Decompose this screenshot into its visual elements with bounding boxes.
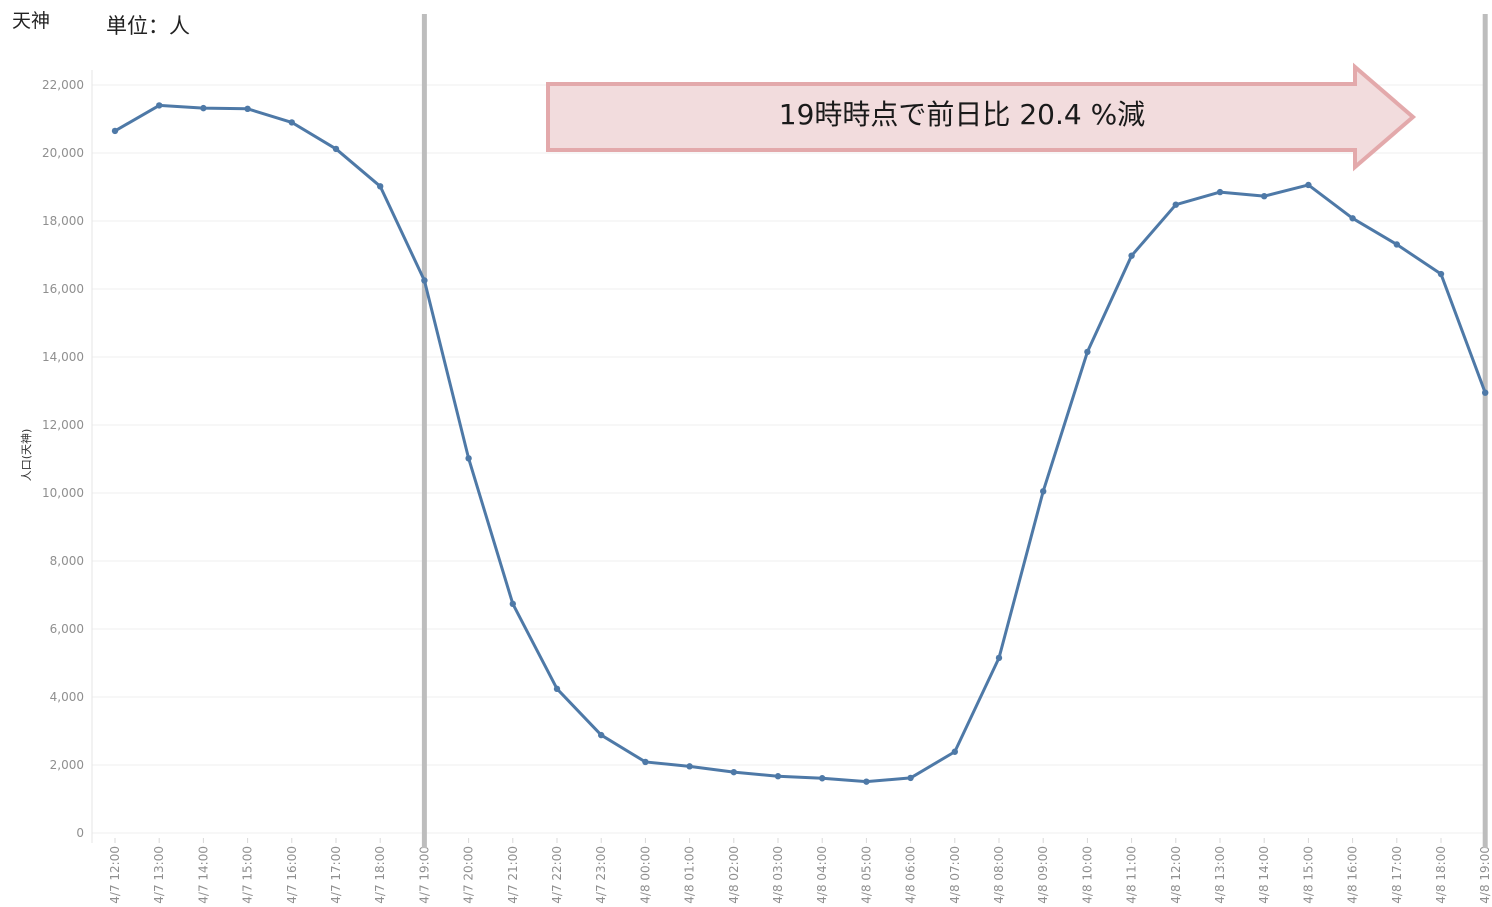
y-axis-label: 人口(天神)	[19, 429, 33, 482]
data-point[interactable]	[1305, 181, 1312, 189]
x-tick-label: 4/8 02:00	[727, 846, 741, 904]
x-tick-label: 4/7 13:00	[152, 846, 166, 904]
data-point[interactable]	[1349, 215, 1356, 222]
x-tick-label: 4/7 17:00	[329, 846, 343, 904]
x-tick-label: 4/8 13:00	[1213, 846, 1227, 904]
data-point[interactable]	[819, 775, 826, 782]
x-tick-label: 4/8 05:00	[859, 846, 873, 904]
x-tick-label: 4/7 12:00	[108, 846, 122, 904]
y-tick-label: 4,000	[50, 690, 84, 704]
data-point[interactable]	[951, 748, 958, 755]
place-label: 天神	[12, 10, 51, 32]
data-point[interactable]	[421, 277, 428, 284]
x-tick-label: 4/8 10:00	[1080, 846, 1094, 904]
x-tick-label: 4/8 19:00	[1478, 846, 1492, 904]
y-tick-label: 16,000	[42, 282, 84, 296]
x-tick-label: 4/7 20:00	[462, 846, 476, 904]
x-tick-label: 4/7 23:00	[594, 846, 608, 904]
data-point[interactable]	[244, 105, 251, 113]
x-tick-label: 4/8 12:00	[1169, 846, 1183, 904]
x-tick-label: 4/7 21:00	[506, 846, 520, 904]
x-tick-label: 4/7 14:00	[196, 846, 210, 904]
y-tick-label: 2,000	[50, 758, 84, 772]
series-polyline	[114, 103, 1487, 784]
y-tick-label: 8,000	[50, 554, 84, 568]
x-tick-label: 4/8 04:00	[815, 846, 829, 904]
x-tick-label: 4/7 15:00	[241, 846, 255, 904]
annotation-text: 19時時点で前日比 20.4 %減	[779, 98, 1145, 131]
series-line	[111, 102, 1489, 785]
x-tick-label: 4/8 17:00	[1390, 846, 1404, 904]
data-point[interactable]	[1437, 270, 1445, 278]
x-tick-label: 4/8 16:00	[1346, 846, 1360, 904]
x-tick-label: 4/8 00:00	[638, 846, 652, 904]
data-point[interactable]	[553, 685, 561, 693]
x-tick-label: 4/7 18:00	[373, 846, 387, 904]
x-tick-label: 4/8 08:00	[992, 846, 1006, 904]
x-tick-label: 4/8 01:00	[683, 846, 697, 904]
data-point[interactable]	[1393, 241, 1401, 248]
annotation-arrow-shape	[546, 62, 1417, 172]
y-tick-label: 10,000	[42, 486, 84, 500]
data-point[interactable]	[465, 455, 472, 462]
y-tick-label: 22,000	[42, 78, 84, 92]
x-tick-label: 4/8 15:00	[1301, 846, 1315, 904]
data-point[interactable]	[111, 127, 119, 135]
data-point[interactable]	[156, 102, 163, 109]
grid-lines	[91, 70, 1484, 843]
data-point[interactable]	[730, 768, 737, 776]
unit-label: 単位：人	[106, 14, 190, 38]
y-tick-label: 18,000	[42, 214, 84, 228]
x-tick-label: 4/7 16:00	[285, 846, 299, 904]
x-tick-label: 4/8 14:00	[1257, 846, 1271, 904]
x-tick-label: 4/8 03:00	[771, 846, 785, 904]
data-point[interactable]	[907, 774, 914, 782]
data-point[interactable]	[1216, 188, 1224, 196]
data-point[interactable]	[1128, 252, 1135, 259]
y-tick-label: 12,000	[42, 418, 84, 432]
data-point[interactable]	[1084, 348, 1091, 356]
x-tick-label: 4/7 22:00	[550, 846, 564, 904]
x-tick-label: 4/7 19:00	[417, 846, 431, 904]
annotation-arrow: 19時時点で前日比 20.4 %減	[546, 62, 1417, 172]
data-point[interactable]	[1172, 201, 1180, 208]
data-point[interactable]	[200, 104, 207, 112]
data-point[interactable]	[598, 731, 605, 739]
data-point[interactable]	[1482, 389, 1489, 396]
data-point[interactable]	[1261, 192, 1268, 200]
x-tick-label: 4/8 09:00	[1036, 846, 1050, 904]
data-point[interactable]	[642, 758, 649, 766]
x-tick-label: 4/8 06:00	[904, 846, 918, 904]
data-point[interactable]	[1040, 488, 1047, 495]
reference-lines	[421, 14, 1488, 848]
y-tick-label: 20,000	[42, 146, 84, 160]
data-point[interactable]	[509, 600, 516, 608]
x-tick-label: 4/8 18:00	[1434, 846, 1448, 904]
data-point[interactable]	[288, 119, 295, 126]
y-tick-label: 14,000	[42, 350, 84, 364]
data-point[interactable]	[332, 145, 340, 153]
data-point[interactable]	[377, 183, 384, 190]
y-tick-label: 6,000	[50, 622, 84, 636]
data-point[interactable]	[686, 763, 693, 770]
data-point[interactable]	[863, 778, 870, 785]
x-axis-ticks: 4/7 12:00 4/7 13:00 4/7 14:00 4/7 15:00 4/7 …	[108, 838, 1492, 904]
x-tick-label: 4/8 07:00	[948, 846, 962, 904]
y-axis-ticks: 0 2,000 4,000 6,000 8,000 10,000 12,000 14,000 1…	[42, 78, 84, 840]
data-point[interactable]	[995, 654, 1003, 662]
data-point[interactable]	[774, 773, 782, 780]
x-tick-label: 4/8 11:00	[1125, 846, 1139, 904]
y-tick-label: 0	[76, 826, 84, 840]
